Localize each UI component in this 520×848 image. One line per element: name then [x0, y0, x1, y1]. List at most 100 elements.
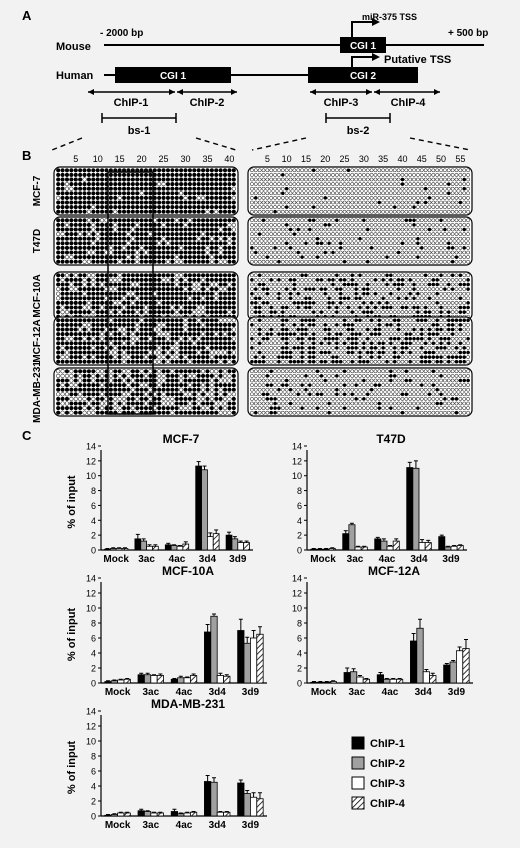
unmethylated-cpg	[458, 191, 463, 196]
unmethylated-cpg	[385, 205, 389, 209]
methylated-cpg	[250, 359, 254, 364]
methylated-cpg	[222, 218, 228, 223]
unmethylated-cpg	[354, 173, 359, 177]
unmethylated-cpg	[419, 310, 424, 314]
methylated-cpg	[143, 318, 149, 323]
unmethylated-cpg	[443, 282, 447, 287]
methylated-cpg	[253, 359, 258, 364]
methylated-cpg	[91, 209, 96, 214]
methylated-cpg	[157, 410, 162, 415]
unmethylated-cpg	[458, 205, 463, 209]
methylated-cpg	[130, 383, 135, 388]
methylated-cpg	[231, 241, 236, 246]
methylated-cpg	[231, 250, 236, 255]
methylated-cpg	[165, 373, 171, 378]
unmethylated-cpg	[431, 250, 436, 255]
unmethylated-cpg	[78, 373, 83, 378]
unmethylated-cpg	[284, 397, 289, 401]
unmethylated-cpg	[431, 301, 436, 305]
methylated-cpg	[187, 186, 192, 191]
methylated-cpg	[78, 305, 83, 310]
methylated-cpg	[209, 172, 214, 177]
unmethylated-cpg	[443, 182, 447, 186]
unmethylated-cpg	[315, 200, 320, 205]
methylated-cpg	[117, 291, 122, 296]
unmethylated-cpg	[135, 250, 140, 255]
methylated-cpg	[113, 341, 118, 346]
unmethylated-cpg	[304, 355, 308, 359]
methylated-cpg	[450, 397, 455, 401]
methylated-cpg	[450, 355, 455, 359]
unmethylated-cpg	[304, 173, 308, 177]
methylated-cpg	[200, 359, 206, 364]
unmethylated-cpg	[342, 401, 347, 406]
unmethylated-cpg	[342, 346, 347, 350]
methylated-cpg	[214, 227, 219, 232]
methylated-cpg	[358, 305, 362, 310]
methylated-cpg	[192, 191, 197, 196]
methylated-cpg	[179, 277, 184, 282]
methylated-cpg	[157, 310, 162, 315]
unmethylated-cpg	[400, 218, 405, 223]
methylated-cpg	[392, 359, 397, 364]
unmethylated-cpg	[454, 241, 459, 246]
unmethylated-cpg	[265, 401, 270, 406]
unmethylated-cpg	[331, 218, 335, 223]
unmethylated-cpg	[389, 255, 393, 259]
methylated-cpg	[222, 245, 228, 250]
unmethylated-cpg	[400, 250, 405, 255]
unmethylated-cpg	[277, 250, 281, 255]
unmethylated-cpg	[108, 373, 113, 378]
methylated-cpg	[196, 387, 201, 392]
unmethylated-cpg	[323, 173, 328, 177]
methylated-cpg	[187, 291, 192, 296]
unmethylated-cpg	[435, 196, 440, 200]
methylated-cpg	[227, 305, 232, 310]
unmethylated-cpg	[400, 397, 405, 401]
methylated-cpg	[78, 200, 83, 205]
unmethylated-cpg	[350, 374, 355, 378]
unmethylated-cpg	[389, 392, 393, 397]
unmethylated-cpg	[419, 378, 424, 383]
methylated-cpg	[400, 346, 405, 350]
unmethylated-cpg	[385, 246, 389, 250]
unmethylated-cpg	[423, 227, 428, 232]
unmethylated-cpg	[277, 301, 281, 305]
unmethylated-cpg	[427, 278, 432, 282]
unmethylated-cpg	[458, 336, 463, 341]
methylated-cpg	[165, 177, 171, 182]
unmethylated-cpg	[346, 205, 351, 209]
unmethylated-cpg	[250, 296, 254, 301]
unmethylated-cpg	[365, 387, 370, 392]
unmethylated-cpg	[257, 205, 262, 209]
methylated-cpg	[408, 359, 413, 364]
unmethylated-cpg	[296, 323, 301, 327]
unmethylated-cpg	[350, 173, 355, 177]
unmethylated-cpg	[408, 323, 413, 327]
unmethylated-cpg	[408, 191, 413, 196]
unmethylated-cpg	[377, 218, 382, 223]
methylated-cpg	[78, 332, 83, 337]
methylated-cpg	[130, 222, 135, 227]
unmethylated-cpg	[265, 318, 270, 323]
unmethylated-cpg	[86, 232, 92, 237]
methylated-cpg	[174, 291, 179, 296]
methylated-cpg	[78, 410, 83, 415]
unmethylated-cpg	[117, 310, 122, 315]
methylated-cpg	[369, 318, 374, 323]
unmethylated-cpg	[338, 323, 343, 327]
methylated-cpg	[218, 383, 223, 388]
unmethylated-cpg	[373, 318, 378, 323]
methylated-cpg	[121, 310, 127, 315]
methylated-cpg	[205, 355, 210, 360]
methylated-cpg	[60, 209, 65, 214]
methylated-cpg	[130, 232, 135, 237]
unmethylated-cpg	[265, 387, 270, 392]
unmethylated-cpg	[435, 374, 440, 378]
methylated-cpg	[218, 336, 223, 341]
methylated-cpg	[346, 282, 351, 287]
methylated-cpg	[135, 191, 140, 196]
methylated-cpg	[365, 305, 370, 310]
unmethylated-cpg	[431, 255, 436, 259]
